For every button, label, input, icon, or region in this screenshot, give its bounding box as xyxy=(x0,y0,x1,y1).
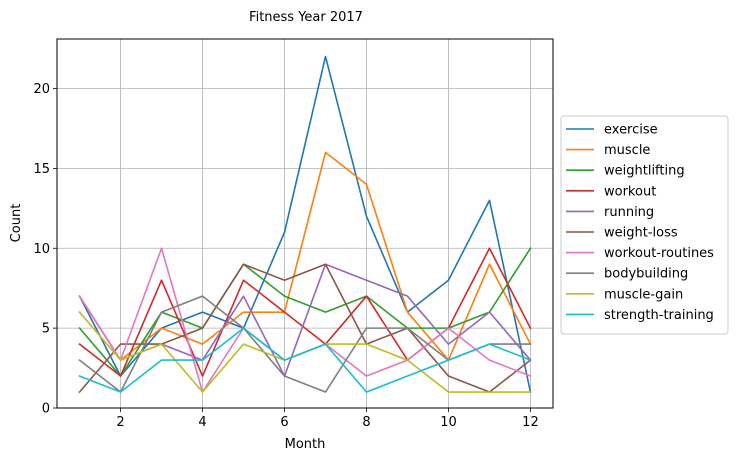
legend-item-muscle-gain: muscle-gain xyxy=(566,287,683,302)
x-axis-title: Month xyxy=(285,437,326,452)
legend-item-workout-routines: workout-routines xyxy=(566,246,714,261)
legend-frame xyxy=(560,115,729,335)
legend-label: strength-training xyxy=(604,308,714,323)
axis-ticks: 2 4 6 8 10 12 0 5 10 15 20 xyxy=(33,82,538,430)
y-tick-label: 5 xyxy=(42,322,50,337)
series-line-strength-training xyxy=(78,327,532,393)
series-lines xyxy=(78,55,532,394)
y-tick-label: 20 xyxy=(33,82,50,97)
x-tick-label: 12 xyxy=(522,415,539,430)
legend: exercise muscle weightlifting workout runnin… xyxy=(560,115,729,335)
x-tick-label: 8 xyxy=(362,415,370,430)
y-axis-title: Count xyxy=(9,204,24,243)
legend-label: workout-routines xyxy=(604,246,714,261)
legend-label: muscle xyxy=(604,143,650,158)
series-line-running xyxy=(78,263,532,377)
chart-title: Fitness Year 2017 xyxy=(249,10,363,25)
legend-item-weight-loss: weight-loss xyxy=(566,226,678,241)
legend-label: muscle-gain xyxy=(604,287,683,302)
series-line-muscle xyxy=(78,151,532,361)
legend-item-bodybuilding: bodybuilding xyxy=(566,267,688,282)
legend-label: weightlifting xyxy=(604,164,685,179)
y-tick-label: 15 xyxy=(33,162,50,177)
legend-label: workout xyxy=(604,184,656,199)
legend-item-strength-training: strength-training xyxy=(566,308,714,323)
y-tick-label: 10 xyxy=(33,242,50,257)
x-tick-label: 4 xyxy=(198,415,206,430)
x-tick-label: 6 xyxy=(280,415,288,430)
series-line-exercise xyxy=(78,55,532,393)
plot-area-frame xyxy=(56,38,554,409)
legend-label: weight-loss xyxy=(604,226,678,241)
legend-item-weightlifting: weightlifting xyxy=(566,164,685,179)
series-line-weightlifting xyxy=(78,247,532,377)
series-line-weight-loss xyxy=(78,263,532,394)
legend-item-exercise: exercise xyxy=(566,123,658,138)
legend-item-muscle: muscle xyxy=(566,143,650,158)
legend-item-workout: workout xyxy=(566,184,656,199)
y-tick-label: 0 xyxy=(42,402,50,417)
x-tick-label: 10 xyxy=(440,415,457,430)
legend-item-running: running xyxy=(566,205,654,220)
series-line-workout xyxy=(78,247,532,377)
legend-label: bodybuilding xyxy=(604,267,688,282)
legend-label: exercise xyxy=(604,123,658,138)
legend-label: running xyxy=(604,205,654,220)
x-tick-label: 2 xyxy=(116,415,124,430)
